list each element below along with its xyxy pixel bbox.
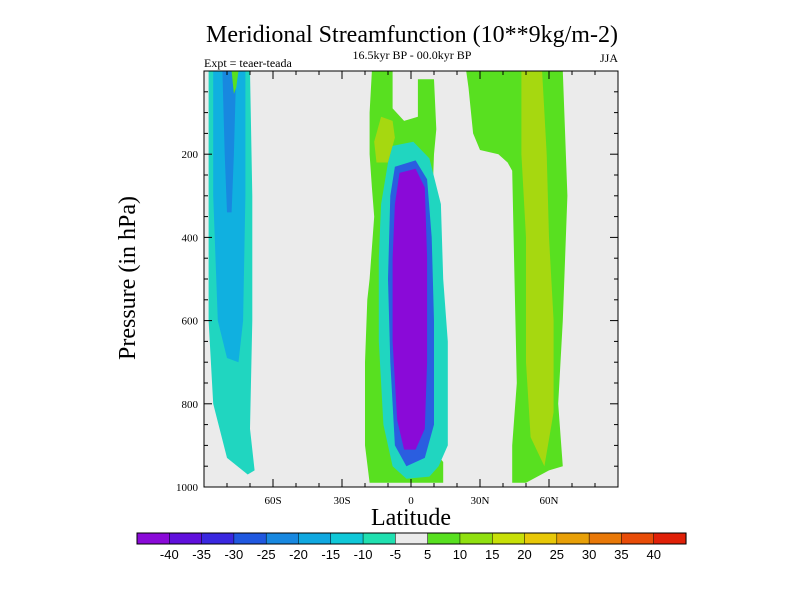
colorbar-swatch bbox=[491, 532, 526, 545]
colorbar-swatch bbox=[265, 532, 300, 545]
colorbar-label: -30 bbox=[224, 547, 243, 562]
season-label: JJA bbox=[600, 51, 618, 65]
y-tick-label: 400 bbox=[182, 232, 199, 244]
colorbar-swatch bbox=[524, 532, 558, 545]
colorbar-swatch bbox=[298, 532, 332, 545]
colorbar-swatch bbox=[330, 532, 364, 545]
colorbar-swatch bbox=[136, 532, 170, 545]
colorbar-swatch bbox=[395, 532, 429, 545]
x-tick-label: 60S bbox=[264, 495, 281, 507]
colorbar-label: -20 bbox=[289, 547, 308, 562]
colorbar-swatch bbox=[201, 532, 235, 545]
x-tick-label: 30N bbox=[471, 495, 490, 507]
colorbar-label: -5 bbox=[390, 547, 402, 562]
x-tick-label: 30S bbox=[333, 495, 350, 507]
colorbar-label: 40 bbox=[646, 547, 660, 562]
colorbar-swatch bbox=[459, 532, 493, 545]
contour-regions bbox=[208, 71, 568, 483]
colorbar-swatch bbox=[653, 532, 687, 545]
colorbar-swatch bbox=[427, 532, 461, 545]
colorbar-label: 30 bbox=[582, 547, 596, 562]
colorbar-swatch bbox=[621, 532, 655, 545]
colorbar-label: -40 bbox=[160, 547, 179, 562]
contour-region-equatorial-purple-core bbox=[392, 168, 428, 450]
contour-region-northern-yellow-green-band bbox=[521, 71, 554, 467]
y-tick-label: 800 bbox=[182, 399, 199, 411]
colorbar-frame bbox=[136, 532, 687, 545]
y-tick-label: 600 bbox=[182, 316, 199, 328]
chart-title: Meridional Streamfunction (10**9kg/m-2) bbox=[206, 22, 618, 48]
contour-region-northern-green-cap bbox=[231, 71, 239, 94]
colorbar-swatch bbox=[362, 532, 396, 545]
colorbar-swatch bbox=[169, 532, 203, 545]
colorbar-label: -10 bbox=[354, 547, 373, 562]
y-axis-label: Pressure (in hPa) bbox=[115, 196, 141, 360]
x-tick-label: 0 bbox=[408, 495, 414, 507]
colorbar-label: 10 bbox=[453, 547, 467, 562]
colorbar-label: -35 bbox=[192, 547, 211, 562]
y-tick-label: 1000 bbox=[176, 482, 199, 494]
colorbar-label: -25 bbox=[257, 547, 276, 562]
chart-subtitle: 16.5kyr BP - 00.0kyr BP bbox=[353, 48, 472, 62]
contour-region-southern-light-blue-band bbox=[213, 71, 246, 363]
contour-region-equatorial-yellow-green-patch bbox=[374, 116, 395, 163]
colorbar-label: 5 bbox=[424, 547, 431, 562]
experiment-label: Expt = teaer-teada bbox=[204, 56, 292, 70]
colorbar-label: 35 bbox=[614, 547, 628, 562]
colorbar-swatch bbox=[233, 532, 267, 545]
colorbar-label: -15 bbox=[321, 547, 340, 562]
x-tick-label: 60N bbox=[540, 495, 559, 507]
colorbar: -40 -35 -30 -25 -20 -15 -10 -5 5 10 15 20 25 30 35 40 bbox=[136, 532, 687, 562]
colorbar-swatch bbox=[588, 532, 622, 545]
y-tick-label: 200 bbox=[182, 149, 199, 161]
colorbar-label: 25 bbox=[550, 547, 564, 562]
colorbar-swatch bbox=[556, 532, 590, 545]
x-axis-label: Latitude bbox=[371, 505, 451, 531]
colorbar-label: 20 bbox=[517, 547, 531, 562]
colorbar-label: 15 bbox=[485, 547, 499, 562]
axis-ticks: 60S 30S 0 30N 60N 200 400 600 800 1000 bbox=[176, 71, 618, 507]
contour-region-southern-blue-core bbox=[222, 71, 237, 213]
